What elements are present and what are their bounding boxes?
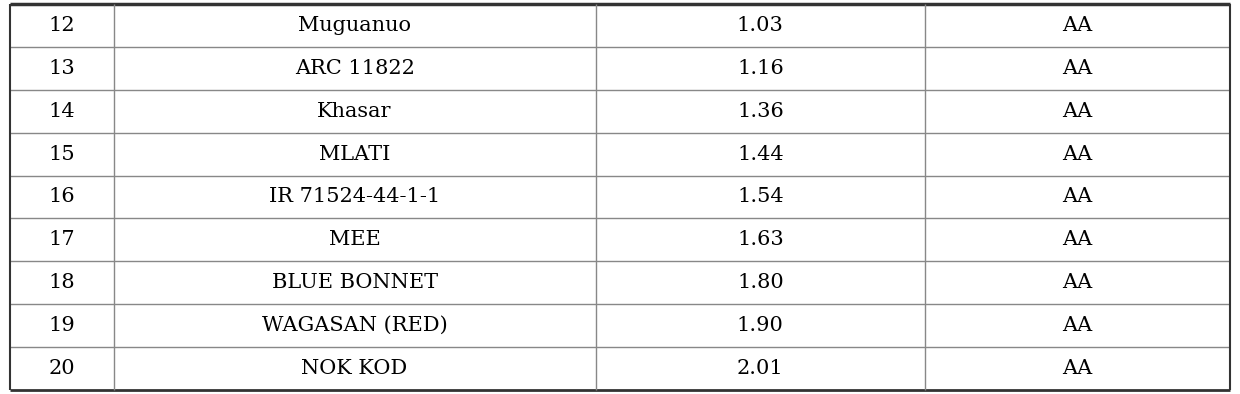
Text: AA: AA [1063,16,1092,35]
Text: 2.01: 2.01 [737,359,784,378]
Text: 14: 14 [48,102,76,121]
Text: 1.44: 1.44 [737,145,784,164]
Text: Khasar: Khasar [317,102,392,121]
Text: 13: 13 [48,59,76,78]
Text: AA: AA [1063,188,1092,206]
Text: 1.36: 1.36 [737,102,784,121]
Text: 19: 19 [48,316,76,335]
Text: 1.16: 1.16 [737,59,784,78]
Text: MLATI: MLATI [319,145,391,164]
Text: IR 71524-44-1-1: IR 71524-44-1-1 [269,188,440,206]
Text: AA: AA [1063,359,1092,378]
Text: AA: AA [1063,145,1092,164]
Text: AA: AA [1063,102,1092,121]
Text: 1.03: 1.03 [737,16,784,35]
Text: Muguanuo: Muguanuo [298,16,412,35]
Text: 15: 15 [48,145,76,164]
Text: NOK KOD: NOK KOD [301,359,408,378]
Text: 1.80: 1.80 [737,273,784,292]
Text: 12: 12 [48,16,76,35]
Text: AA: AA [1063,273,1092,292]
Text: AA: AA [1063,316,1092,335]
Text: 1.63: 1.63 [737,230,784,249]
Text: ARC 11822: ARC 11822 [295,59,414,78]
Text: 17: 17 [48,230,76,249]
Text: 1.54: 1.54 [737,188,784,206]
Text: 20: 20 [48,359,76,378]
Text: WAGASAN (RED): WAGASAN (RED) [262,316,448,335]
Text: 1.90: 1.90 [737,316,784,335]
Text: BLUE BONNET: BLUE BONNET [272,273,438,292]
Text: AA: AA [1063,230,1092,249]
Text: 18: 18 [48,273,76,292]
Text: AA: AA [1063,59,1092,78]
Text: 16: 16 [48,188,76,206]
Text: MEE: MEE [329,230,381,249]
